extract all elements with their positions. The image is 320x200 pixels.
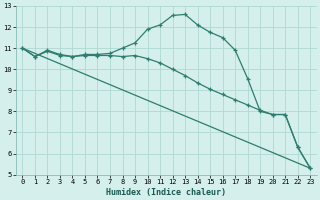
X-axis label: Humidex (Indice chaleur): Humidex (Indice chaleur)	[106, 188, 226, 197]
